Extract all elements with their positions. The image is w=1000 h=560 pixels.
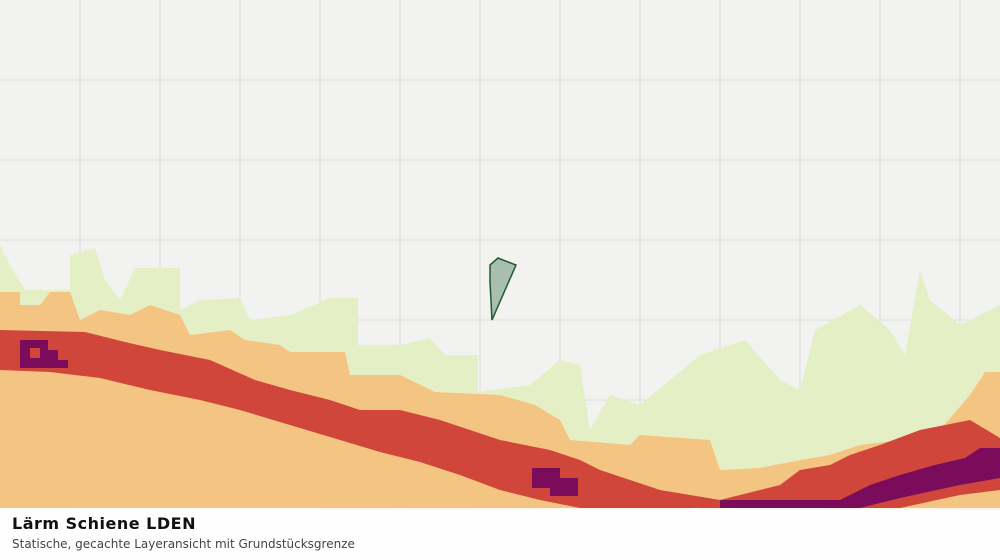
noise-zone-75 (20, 340, 1000, 508)
parcel-boundary (489, 257, 517, 321)
info-panel: Lärm Schiene LDEN Statische, gecachte La… (0, 508, 1000, 560)
layer-title: Lärm Schiene LDEN (12, 514, 196, 533)
noise-zone-55 (0, 292, 1000, 510)
noise-zone-inner (30, 348, 40, 358)
layer-subtitle: Statische, gecachte Layeransicht mit Gru… (12, 537, 355, 551)
